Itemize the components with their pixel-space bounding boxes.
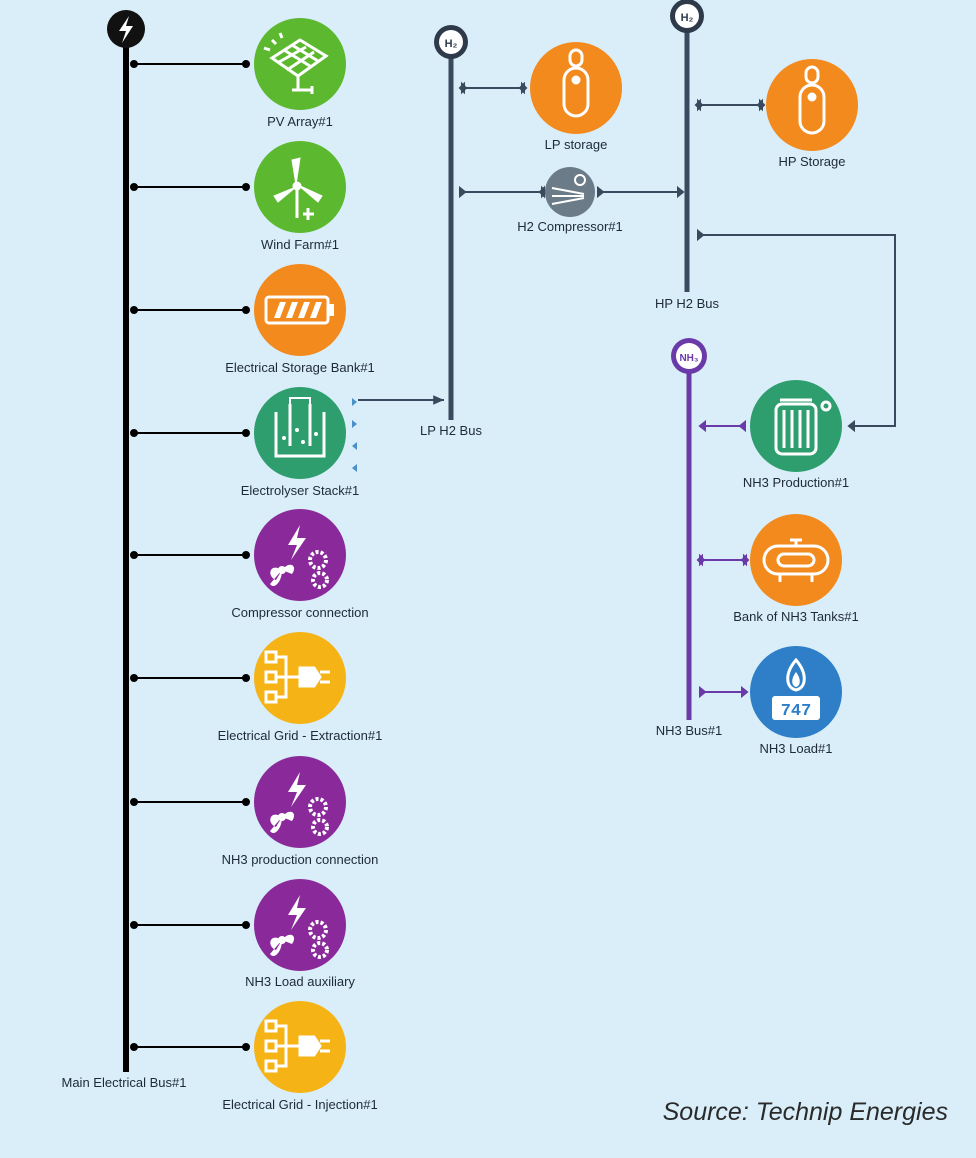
pv-array-node[interactable]: PV Array#1 bbox=[254, 18, 346, 129]
h2-cloud-icon: H₂ bbox=[434, 25, 468, 59]
electrical-storage-node[interactable]: Electrical Storage Bank#1 bbox=[225, 264, 375, 375]
nh3-drop-icon: NH₃ bbox=[671, 338, 707, 374]
wind-farm-node[interactable]: Wind Farm#1 bbox=[254, 141, 346, 252]
nh3-tanks-link bbox=[696, 553, 750, 567]
gas-cylinder-icon bbox=[562, 48, 590, 118]
electrolyser-node[interactable]: Electrolyser Stack#1 bbox=[241, 387, 360, 498]
nh3-load-auxiliary-node[interactable]: NH3 Load auxiliary bbox=[245, 879, 355, 989]
hp-h2-badge: H₂ bbox=[681, 12, 694, 24]
fan-gears-icon bbox=[270, 525, 329, 589]
hp-storage-link bbox=[694, 98, 766, 112]
nh3-load-link bbox=[699, 685, 749, 699]
h2-compressor-node[interactable]: H2 Compressor#1 bbox=[517, 167, 623, 234]
nh3-bus-label: NH3 Bus#1 bbox=[656, 723, 722, 738]
nh3-production-link bbox=[698, 419, 746, 433]
electrolyser-label: Electrolyser Stack#1 bbox=[241, 483, 360, 498]
grid-extraction-node[interactable]: Electrical Grid - Extraction#1 bbox=[218, 632, 383, 743]
fan-gears-icon bbox=[270, 895, 329, 959]
nh3-bus: NH₃ NH3 Bus#1 bbox=[656, 338, 722, 738]
main-electrical-bus: Main Electrical Bus#1 bbox=[62, 10, 187, 1090]
lightning-icon bbox=[107, 10, 145, 48]
nh3-production-connection-label: NH3 production connection bbox=[222, 852, 379, 867]
compressor-connection-node[interactable]: Compressor connection bbox=[231, 509, 369, 620]
solar-panel-icon bbox=[263, 32, 329, 94]
electrical-storage-label: Electrical Storage Bank#1 bbox=[225, 360, 375, 375]
pv-array-label: PV Array#1 bbox=[267, 114, 333, 129]
gas-cylinder-icon bbox=[798, 65, 826, 135]
grid-injection-node[interactable]: Electrical Grid - Injection#1 bbox=[222, 1001, 378, 1112]
h2-compressor-label: H2 Compressor#1 bbox=[517, 219, 623, 234]
source-caption: Source: Technip Energies bbox=[662, 1098, 948, 1126]
hp-storage-label: HP Storage bbox=[779, 154, 846, 169]
compressor-connection-label: Compressor connection bbox=[231, 605, 368, 620]
h2-cloud-icon: H₂ bbox=[670, 0, 704, 33]
nh3-production-node[interactable]: NH3 Production#1 bbox=[743, 380, 849, 490]
bubbles-icon bbox=[282, 428, 318, 444]
electrolyser-icon bbox=[274, 397, 326, 458]
grid-injection-label: Electrical Grid - Injection#1 bbox=[222, 1097, 377, 1112]
lp-h2-bus: H₂ LP H2 Bus bbox=[420, 25, 482, 438]
nh3-tanks-label: Bank of NH3 Tanks#1 bbox=[733, 609, 859, 624]
fan-gears-icon bbox=[270, 772, 329, 836]
electrolyser-port-icons bbox=[352, 398, 357, 472]
grid-extraction-label: Electrical Grid - Extraction#1 bbox=[218, 728, 383, 743]
tank-icon bbox=[762, 538, 830, 582]
gas-flame-meter-icon: 747 bbox=[772, 657, 820, 721]
lp-h2-bus-label: LP H2 Bus bbox=[420, 423, 482, 438]
wind-turbine-icon bbox=[273, 157, 323, 220]
nh3-load-auxiliary-label: NH3 Load auxiliary bbox=[245, 974, 355, 989]
wind-farm-label: Wind Farm#1 bbox=[261, 237, 339, 252]
nh3-load-node[interactable]: 747 NH3 Load#1 bbox=[750, 646, 842, 756]
lp-h2-badge: H₂ bbox=[445, 38, 458, 50]
main-bus-label: Main Electrical Bus#1 bbox=[62, 1075, 187, 1090]
grid-plug-icon bbox=[264, 650, 330, 704]
nh3-tanks-node[interactable]: Bank of NH3 Tanks#1 bbox=[733, 514, 859, 624]
lp-storage-node[interactable]: LP storage bbox=[530, 42, 622, 152]
reactor-icon bbox=[774, 398, 832, 456]
nh3-production-label: NH3 Production#1 bbox=[743, 475, 849, 490]
battery-icon bbox=[264, 295, 334, 325]
hp-storage-node[interactable]: HP Storage bbox=[766, 59, 858, 169]
nh3-production-connection-node[interactable]: NH3 production connection bbox=[222, 756, 379, 867]
hp-h2-bus: H₂ HP H2 Bus bbox=[655, 0, 720, 311]
h2-compressor-link bbox=[459, 185, 685, 199]
grid-plug-icon bbox=[264, 1019, 330, 1073]
hp-h2-bus-label: HP H2 Bus bbox=[655, 296, 720, 311]
lp-storage-link bbox=[458, 81, 528, 95]
lp-storage-label: LP storage bbox=[545, 137, 608, 152]
nh3-load-label: NH3 Load#1 bbox=[760, 741, 833, 756]
main-bus-connectors bbox=[130, 60, 250, 1051]
compressor-icon bbox=[551, 174, 586, 205]
hp-bus-to-nh3-production-link bbox=[697, 228, 896, 433]
meter-digits: 747 bbox=[781, 702, 812, 721]
nh3-badge: NH₃ bbox=[679, 353, 698, 364]
